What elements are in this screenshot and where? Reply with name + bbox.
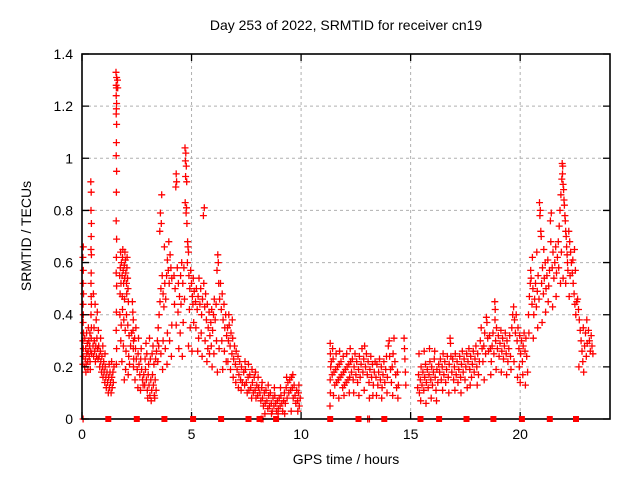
svg-text:10: 10 <box>293 426 309 442</box>
svg-text:0.4: 0.4 <box>54 307 74 323</box>
session-squares <box>105 416 579 422</box>
svg-text:0.6: 0.6 <box>54 255 74 271</box>
svg-text:20: 20 <box>512 426 528 442</box>
svg-text:0: 0 <box>65 411 73 427</box>
svg-text:1: 1 <box>65 150 73 166</box>
chart-title: Day 253 of 2022, SRMTID for receiver cn1… <box>209 17 483 33</box>
svg-text:0.2: 0.2 <box>54 359 74 375</box>
svg-text:1.4: 1.4 <box>54 46 74 62</box>
svg-text:0.8: 0.8 <box>54 202 74 218</box>
svg-text:1.2: 1.2 <box>54 98 74 114</box>
x-axis-label: GPS time / hours <box>292 451 400 467</box>
svg-text:15: 15 <box>403 426 419 442</box>
svg-text:5: 5 <box>188 426 196 442</box>
plot-border <box>81 53 611 420</box>
tick-labels: 0 5 10 15 20 0 0.2 0.4 0.6 0.8 1 1.2 1.4 <box>54 46 529 442</box>
data-points <box>79 68 597 423</box>
svg-text:0: 0 <box>78 426 86 442</box>
